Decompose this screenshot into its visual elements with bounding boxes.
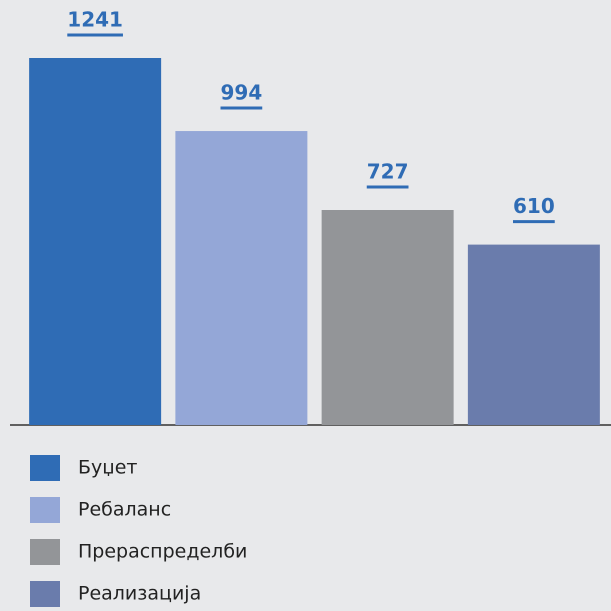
legend-swatch	[30, 455, 60, 481]
legend-swatch	[30, 581, 60, 607]
bar	[29, 58, 162, 425]
data-label: 994	[221, 81, 263, 105]
data-label: 1241	[67, 8, 123, 32]
bar	[467, 244, 600, 425]
bar	[175, 131, 308, 426]
bar	[321, 210, 454, 425]
legend-swatch	[30, 497, 60, 523]
legend-label: Ребаланс	[78, 499, 171, 521]
legend-label: Буџет	[78, 457, 137, 479]
legend-label: Прераспределби	[78, 541, 247, 563]
data-label: 727	[367, 160, 409, 184]
legend-label: Реализација	[78, 583, 201, 605]
legend-swatch	[30, 539, 60, 565]
data-label: 610	[513, 194, 555, 218]
